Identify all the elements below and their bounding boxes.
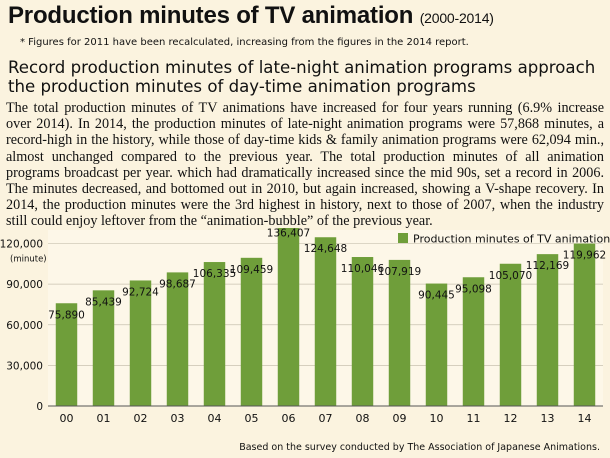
bar-value-label: 124,648	[304, 243, 347, 255]
x-tick-label: 01	[97, 412, 111, 425]
bar	[573, 243, 596, 406]
bar-value-label: 75,890	[48, 309, 85, 321]
y-tick-label: 120,000	[0, 239, 43, 251]
bar-value-label: 85,439	[85, 296, 122, 308]
bar	[166, 272, 189, 406]
bar-value-label: 90,445	[418, 290, 455, 302]
x-tick-label: 02	[134, 412, 148, 425]
y-tick-label: 0	[36, 401, 43, 413]
x-tick-label: 05	[245, 412, 259, 425]
bar	[388, 259, 411, 406]
bar	[129, 280, 152, 406]
bar-value-label: 119,962	[563, 250, 606, 262]
bar	[240, 257, 263, 406]
article-subtitle: Record production minutes of late-night …	[8, 58, 596, 96]
bar-value-label: 106,335	[193, 268, 236, 280]
x-tick-label: 07	[319, 412, 333, 425]
bar	[536, 254, 559, 406]
legend-label: Production minutes of TV animations	[413, 233, 610, 246]
bar-value-label: 95,098	[455, 283, 492, 295]
source-credit: Based on the survey conducted by The Ass…	[239, 442, 600, 453]
bar-chart: 0 30,000 60,000 90,000 120,000 (minute) 75,890…	[0, 228, 610, 425]
y-tick-label: 30,000	[6, 360, 43, 372]
bar	[277, 228, 300, 406]
bar-value-label: 136,407	[267, 228, 310, 239]
bar	[499, 263, 522, 406]
bar	[92, 290, 115, 406]
x-tick-label: 09	[393, 412, 407, 425]
y-tick-label: 60,000	[6, 320, 43, 332]
x-tick-label: 10	[430, 412, 444, 425]
bar-value-label: 98,687	[159, 278, 196, 290]
y-axis-label: (minute)	[10, 255, 47, 265]
x-tick-label: 14	[578, 412, 592, 425]
bar	[203, 262, 226, 406]
recalculation-note: * Figures for 2011 have been recalculate…	[20, 37, 469, 48]
bar	[351, 257, 374, 406]
bar-value-label: 105,070	[489, 270, 532, 282]
bar	[55, 303, 78, 406]
bar-value-label: 107,919	[378, 266, 421, 278]
x-tick-label: 06	[282, 412, 296, 425]
title-text: Production minutes of TV animation	[8, 2, 414, 29]
x-tick-label: 13	[541, 412, 555, 425]
legend-swatch	[398, 233, 408, 243]
bar-value-label: 110,046	[341, 263, 385, 275]
x-tick-label: 11	[467, 412, 481, 425]
x-tick-label: 00	[60, 412, 74, 425]
title-years: (2000-2014)	[419, 10, 494, 26]
y-tick-label: 90,000	[6, 279, 43, 291]
bar	[462, 277, 485, 406]
bar-value-label: 109,459	[230, 264, 273, 276]
bar	[425, 283, 448, 406]
x-tick-label: 04	[208, 412, 222, 425]
x-tick-label: 08	[356, 412, 370, 425]
x-tick-label: 12	[504, 412, 518, 425]
page-title: Production minutes of TV animation (2000…	[8, 2, 494, 30]
bar	[314, 237, 337, 406]
article-body: The total production minutes of TV anima…	[6, 100, 604, 230]
x-tick-label: 03	[171, 412, 185, 425]
bar-value-label: 92,724	[122, 286, 159, 298]
bar-value-label: 112,169	[526, 260, 569, 272]
